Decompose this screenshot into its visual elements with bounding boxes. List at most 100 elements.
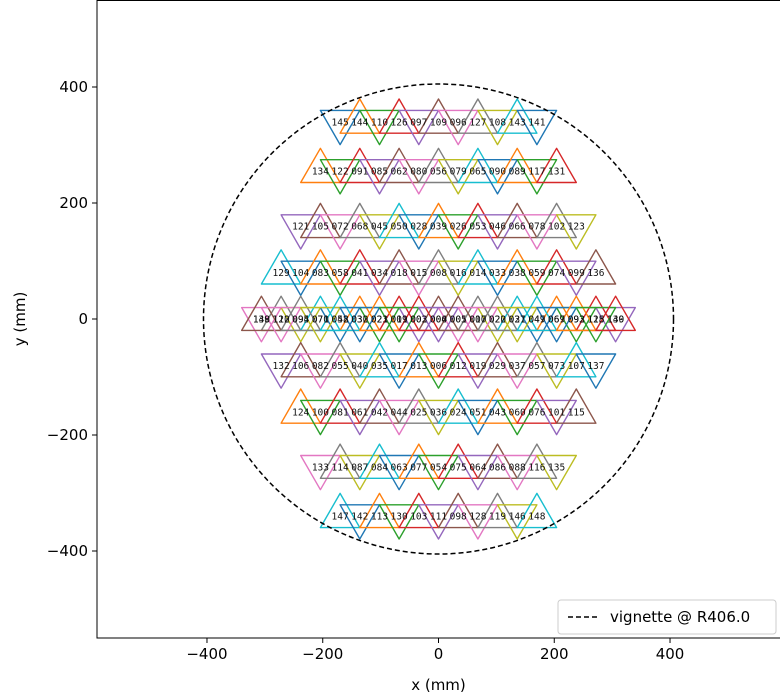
- legend-label-vignette: vignette @ R406.0: [610, 608, 750, 626]
- triangle-tile-137: [575, 353, 617, 389]
- y-tick-label: −400: [47, 542, 88, 560]
- triangle-label-081: 081: [332, 407, 349, 418]
- triangle-label-063: 063: [391, 462, 408, 473]
- triangle-tile-142: [339, 504, 381, 540]
- triangle-tile-035: [359, 341, 400, 378]
- triangle-tile-097: [398, 109, 440, 146]
- triangle-tile-078: [516, 214, 558, 250]
- triangle-label-064: 064: [469, 462, 486, 473]
- triangle-tile-085: [359, 158, 400, 195]
- triangle-tile-037: [496, 353, 538, 389]
- triangle-label-109: 109: [430, 117, 447, 128]
- triangle-label-139: 139: [607, 315, 624, 326]
- triangle-label-001: 001: [450, 315, 467, 326]
- triangle-tile-129: [260, 249, 302, 285]
- triangle-tile-146: [496, 504, 538, 540]
- triangle-label-072: 072: [332, 222, 349, 233]
- triangle-label-023: 023: [371, 315, 388, 326]
- triangle-tile-061: [339, 399, 381, 436]
- triangle-label-054: 054: [430, 462, 447, 473]
- triangle-label-145: 145: [332, 117, 349, 128]
- triangle-tile-029: [477, 341, 518, 378]
- triangle-tile-052: [319, 295, 361, 332]
- triangle-tile-059: [516, 260, 558, 297]
- y-tick-label: −200: [47, 426, 88, 444]
- triangle-tile-063: [378, 454, 420, 491]
- triangle-label-080: 080: [410, 167, 427, 178]
- triangle-label-119: 119: [489, 512, 506, 523]
- triangle-label-049: 049: [528, 315, 545, 326]
- triangle-label-062: 062: [391, 167, 408, 178]
- triangle-label-115: 115: [568, 407, 585, 418]
- triangle-label-128: 128: [469, 512, 486, 523]
- triangle-label-091: 091: [351, 167, 368, 178]
- triangle-label-002: 002: [410, 315, 427, 326]
- triangle-tile-141: [516, 109, 558, 146]
- triangle-label-042: 042: [371, 407, 388, 418]
- triangle-label-101: 101: [548, 407, 565, 418]
- triangle-tile-060: [496, 399, 538, 436]
- y-tick-label: 0: [78, 310, 88, 328]
- triangle-tile-108: [477, 109, 518, 146]
- triangle-label-107: 107: [568, 361, 585, 372]
- triangle-tile-093: [555, 295, 597, 332]
- triangle-label-017: 017: [391, 361, 408, 372]
- triangle-label-039: 039: [430, 222, 447, 233]
- triangle-tile-081: [319, 388, 361, 424]
- triangle-tile-084: [359, 443, 400, 479]
- triangle-label-058: 058: [332, 268, 349, 279]
- x-tick-label: −400: [186, 645, 227, 663]
- triangle-tile-103: [398, 492, 440, 529]
- triangle-label-147: 147: [332, 512, 349, 523]
- triangle-label-033: 033: [489, 268, 506, 279]
- triangle-tile-028: [398, 214, 440, 250]
- triangle-tile-008: [418, 249, 459, 285]
- triangle-label-035: 035: [371, 361, 388, 372]
- triangle-label-008: 008: [430, 268, 447, 279]
- triangle-tile-117: [516, 158, 558, 195]
- triangle-tile-012: [437, 341, 479, 378]
- triangle-label-018: 018: [391, 268, 408, 279]
- triangle-label-138: 138: [253, 315, 270, 326]
- triangle-tile-102: [536, 202, 577, 239]
- triangle-label-144: 144: [351, 117, 368, 128]
- triangle-label-028: 028: [410, 222, 427, 233]
- triangle-label-130: 130: [391, 512, 408, 523]
- triangle-tile-027: [496, 306, 538, 343]
- triangle-label-045: 045: [371, 222, 388, 233]
- triangle-tile-145: [319, 109, 361, 146]
- triangle-tile-013: [398, 341, 440, 378]
- triangle-tile-041: [339, 249, 381, 285]
- y-axis-label: y (mm): [11, 292, 29, 347]
- triangle-label-005: 005: [450, 315, 467, 326]
- triangle-label-113: 113: [371, 512, 388, 523]
- triangle-tile-065: [457, 147, 499, 184]
- triangle-tile-016: [437, 260, 479, 297]
- legend-box: [557, 599, 777, 635]
- triangle-label-102: 102: [548, 222, 565, 233]
- triangle-tile-010: [457, 306, 499, 343]
- triangle-tile-107: [555, 341, 597, 378]
- triangle-label-095: 095: [292, 315, 309, 326]
- triangle-tile-077: [398, 443, 440, 479]
- triangle-tile-126: [378, 98, 420, 134]
- triangle-tile-011: [378, 306, 420, 343]
- triangle-label-120: 120: [273, 315, 290, 326]
- triangle-label-143: 143: [509, 117, 526, 128]
- triangle-label-097: 097: [410, 117, 427, 128]
- triangle-tile-149: [240, 295, 282, 332]
- triangle-tile-000: [418, 306, 459, 343]
- triangle-tile-148: [516, 492, 558, 529]
- triangle-tile-006: [418, 353, 459, 389]
- triangle-tile-018: [378, 249, 420, 285]
- triangle-tile-036: [418, 399, 459, 436]
- triangle-label-110: 110: [371, 117, 388, 128]
- triangle-label-105: 105: [312, 222, 329, 233]
- triangle-label-052: 052: [332, 315, 349, 326]
- triangle-tile-119: [477, 492, 518, 529]
- triangle-tile-073: [536, 353, 577, 389]
- triangle-label-104: 104: [292, 268, 309, 279]
- triangle-tile-135: [536, 454, 577, 491]
